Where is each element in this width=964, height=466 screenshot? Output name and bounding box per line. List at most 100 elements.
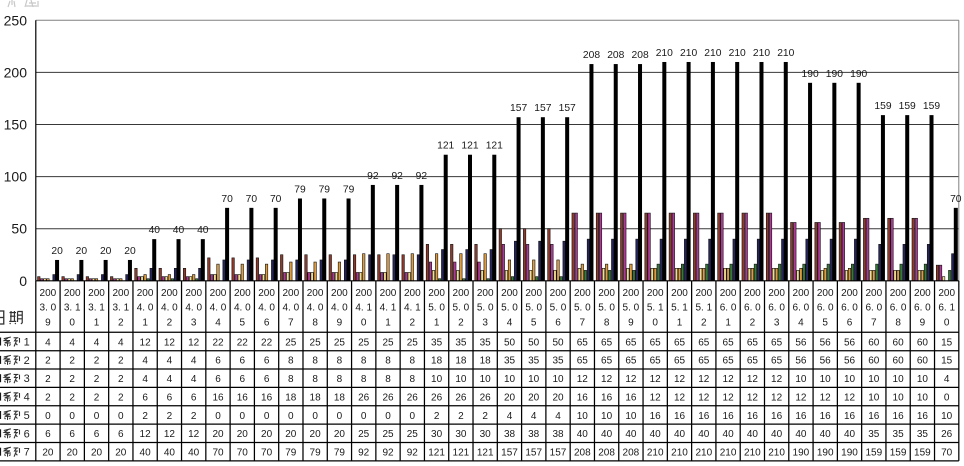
svg-text:200: 200 <box>744 288 761 299</box>
svg-text:20: 20 <box>76 246 88 257</box>
svg-text:25: 25 <box>358 337 370 348</box>
svg-text:10: 10 <box>868 374 880 385</box>
svg-text:4. 0: 4. 0 <box>282 303 299 314</box>
svg-text:200: 200 <box>525 288 542 299</box>
svg-text:4: 4 <box>555 411 561 422</box>
svg-text:6. 1: 6. 1 <box>938 303 955 314</box>
svg-text:1: 1 <box>24 337 30 349</box>
svg-text:65: 65 <box>601 356 613 367</box>
svg-text:4: 4 <box>45 337 51 348</box>
svg-text:10: 10 <box>820 374 832 385</box>
svg-text:4: 4 <box>215 317 221 328</box>
svg-text:2: 2 <box>118 392 124 403</box>
svg-text:22: 22 <box>212 337 224 348</box>
svg-text:8: 8 <box>385 356 391 367</box>
svg-text:200: 200 <box>938 288 955 299</box>
svg-text:8: 8 <box>361 374 367 385</box>
svg-text:70: 70 <box>270 194 282 205</box>
svg-text:18: 18 <box>480 356 492 367</box>
svg-text:200: 200 <box>623 288 640 299</box>
svg-text:10: 10 <box>941 411 953 422</box>
svg-text:40: 40 <box>173 225 185 236</box>
svg-text:60: 60 <box>917 356 929 367</box>
svg-text:190: 190 <box>841 448 858 459</box>
svg-text:4: 4 <box>191 356 197 367</box>
svg-text:208: 208 <box>632 50 649 61</box>
svg-text:6. 0: 6. 0 <box>914 303 931 314</box>
svg-text:208: 208 <box>623 448 640 459</box>
svg-text:79: 79 <box>343 185 355 196</box>
svg-text:40: 40 <box>625 429 637 440</box>
svg-text:56: 56 <box>820 356 832 367</box>
svg-text:4. 1: 4. 1 <box>404 303 421 314</box>
svg-text:8: 8 <box>312 317 318 328</box>
svg-text:12: 12 <box>577 374 589 385</box>
svg-text:26: 26 <box>480 392 492 403</box>
svg-text:5. 0: 5. 0 <box>550 303 567 314</box>
svg-text:22: 22 <box>261 337 273 348</box>
svg-text:6: 6 <box>94 429 100 440</box>
svg-text:10: 10 <box>601 411 613 422</box>
svg-text:70: 70 <box>261 448 273 459</box>
svg-text:2: 2 <box>94 374 100 385</box>
svg-text:200: 200 <box>720 288 737 299</box>
svg-text:40: 40 <box>577 429 589 440</box>
svg-text:35: 35 <box>431 337 443 348</box>
svg-text:40: 40 <box>795 429 807 440</box>
svg-text:16: 16 <box>674 411 686 422</box>
svg-text:12: 12 <box>723 374 735 385</box>
svg-text:6. 0: 6. 0 <box>720 303 737 314</box>
svg-text:5. 0: 5. 0 <box>501 303 518 314</box>
svg-text:0: 0 <box>361 317 367 328</box>
svg-text:10: 10 <box>528 374 540 385</box>
svg-text:60: 60 <box>893 356 905 367</box>
svg-text:121: 121 <box>486 141 503 152</box>
svg-text:2: 2 <box>69 392 75 403</box>
svg-text:65: 65 <box>625 337 637 348</box>
svg-text:2: 2 <box>701 317 707 328</box>
svg-text:10: 10 <box>625 411 637 422</box>
svg-text:2: 2 <box>118 374 124 385</box>
svg-text:6: 6 <box>215 374 221 385</box>
svg-text:0: 0 <box>45 411 51 422</box>
svg-text:200: 200 <box>865 288 882 299</box>
svg-text:35: 35 <box>480 337 492 348</box>
svg-text:12: 12 <box>140 429 152 440</box>
svg-text:65: 65 <box>723 337 735 348</box>
svg-text:200: 200 <box>890 288 907 299</box>
svg-text:6: 6 <box>191 392 197 403</box>
svg-text:20: 20 <box>212 429 224 440</box>
svg-text:20: 20 <box>115 448 127 459</box>
svg-text:2: 2 <box>69 356 75 367</box>
svg-text:210: 210 <box>647 448 664 459</box>
svg-text:20: 20 <box>51 246 63 257</box>
svg-text:200: 200 <box>817 288 834 299</box>
svg-text:18: 18 <box>334 392 346 403</box>
svg-text:65: 65 <box>650 337 662 348</box>
svg-text:5: 5 <box>24 410 30 422</box>
svg-text:210: 210 <box>695 448 712 459</box>
svg-text:16: 16 <box>820 411 832 422</box>
svg-text:5. 1: 5. 1 <box>647 303 664 314</box>
svg-text:10: 10 <box>893 374 905 385</box>
svg-text:6: 6 <box>847 317 853 328</box>
svg-text:200: 200 <box>647 288 664 299</box>
svg-text:2: 2 <box>142 411 148 422</box>
svg-text:6: 6 <box>142 392 148 403</box>
svg-text:12: 12 <box>188 337 200 348</box>
svg-text:12: 12 <box>650 374 662 385</box>
svg-text:92: 92 <box>407 448 419 459</box>
svg-text:7: 7 <box>24 447 30 459</box>
svg-text:20: 20 <box>504 392 516 403</box>
svg-text:12: 12 <box>747 374 759 385</box>
svg-text:6: 6 <box>215 356 221 367</box>
svg-text:200: 200 <box>161 288 178 299</box>
svg-text:200: 200 <box>307 288 324 299</box>
svg-text:200: 200 <box>501 288 518 299</box>
svg-text:2: 2 <box>94 356 100 367</box>
svg-text:200: 200 <box>234 288 251 299</box>
svg-text:4: 4 <box>94 337 100 348</box>
svg-text:1: 1 <box>385 317 391 328</box>
svg-text:79: 79 <box>285 448 297 459</box>
svg-text:9: 9 <box>920 317 926 328</box>
